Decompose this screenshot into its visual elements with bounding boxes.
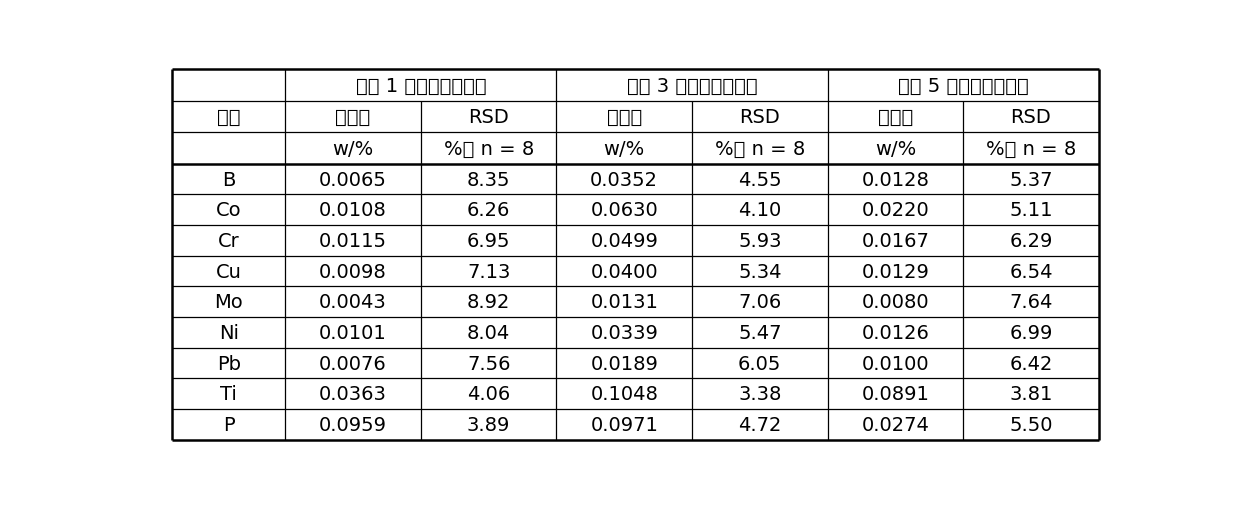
Text: 0.0959: 0.0959 bbox=[319, 415, 387, 434]
Text: 0.0400: 0.0400 bbox=[590, 262, 658, 281]
Text: Ti: Ti bbox=[221, 384, 237, 403]
Text: 8.04: 8.04 bbox=[467, 323, 511, 342]
Text: 0.0126: 0.0126 bbox=[862, 323, 929, 342]
Text: 测定値: 测定値 bbox=[606, 108, 642, 127]
Text: 0.0101: 0.0101 bbox=[319, 323, 387, 342]
Text: 0.0891: 0.0891 bbox=[862, 384, 929, 403]
Text: 0.0630: 0.0630 bbox=[590, 201, 658, 220]
Text: Co: Co bbox=[216, 201, 242, 220]
Text: 4.10: 4.10 bbox=[738, 201, 781, 220]
Text: 0.0128: 0.0128 bbox=[862, 170, 929, 189]
Text: 8.92: 8.92 bbox=[467, 292, 511, 312]
Text: 0.0274: 0.0274 bbox=[862, 415, 929, 434]
Text: 试样 5 号（硅铁合金）: 试样 5 号（硅铁合金） bbox=[898, 77, 1028, 95]
Text: 试样 3 号（锰铁合金）: 试样 3 号（锰铁合金） bbox=[626, 77, 758, 95]
Text: 6.26: 6.26 bbox=[467, 201, 511, 220]
Text: 8.35: 8.35 bbox=[467, 170, 511, 189]
Text: 0.0363: 0.0363 bbox=[319, 384, 387, 403]
Text: w/%: w/% bbox=[332, 139, 373, 158]
Text: 7.13: 7.13 bbox=[467, 262, 511, 281]
Text: 6.05: 6.05 bbox=[738, 354, 781, 373]
Text: 7.64: 7.64 bbox=[1009, 292, 1053, 312]
Text: 0.0115: 0.0115 bbox=[319, 231, 387, 250]
Text: %， n = 8: %， n = 8 bbox=[444, 139, 533, 158]
Text: 5.50: 5.50 bbox=[1009, 415, 1053, 434]
Text: 4.72: 4.72 bbox=[738, 415, 781, 434]
Text: 4.06: 4.06 bbox=[467, 384, 511, 403]
Text: 0.0129: 0.0129 bbox=[862, 262, 929, 281]
Text: 0.0108: 0.0108 bbox=[319, 201, 387, 220]
Text: 5.93: 5.93 bbox=[738, 231, 781, 250]
Text: 7.06: 7.06 bbox=[738, 292, 781, 312]
Text: w/%: w/% bbox=[604, 139, 645, 158]
Text: 测定値: 测定値 bbox=[336, 108, 371, 127]
Text: 0.0098: 0.0098 bbox=[319, 262, 387, 281]
Text: 6.99: 6.99 bbox=[1009, 323, 1053, 342]
Text: 6.42: 6.42 bbox=[1009, 354, 1053, 373]
Text: 0.0080: 0.0080 bbox=[862, 292, 929, 312]
Text: 0.0189: 0.0189 bbox=[590, 354, 658, 373]
Text: 0.0065: 0.0065 bbox=[319, 170, 387, 189]
Text: 测定値: 测定値 bbox=[878, 108, 913, 127]
Text: RSD: RSD bbox=[469, 108, 510, 127]
Text: B: B bbox=[222, 170, 236, 189]
Text: %， n = 8: %， n = 8 bbox=[986, 139, 1076, 158]
Text: 3.81: 3.81 bbox=[1009, 384, 1053, 403]
Text: 0.1048: 0.1048 bbox=[590, 384, 658, 403]
Text: 5.11: 5.11 bbox=[1009, 201, 1053, 220]
Text: 0.0131: 0.0131 bbox=[590, 292, 658, 312]
Text: 0.0167: 0.0167 bbox=[862, 231, 929, 250]
Text: 7.56: 7.56 bbox=[467, 354, 511, 373]
Text: Cu: Cu bbox=[216, 262, 242, 281]
Text: 4.55: 4.55 bbox=[738, 170, 781, 189]
Text: 0.0499: 0.0499 bbox=[590, 231, 658, 250]
Text: P: P bbox=[223, 415, 234, 434]
Text: 6.54: 6.54 bbox=[1009, 262, 1053, 281]
Text: RSD: RSD bbox=[739, 108, 780, 127]
Text: %， n = 8: %， n = 8 bbox=[714, 139, 805, 158]
Text: 3.38: 3.38 bbox=[738, 384, 781, 403]
Text: 3.89: 3.89 bbox=[467, 415, 511, 434]
Text: 0.0100: 0.0100 bbox=[862, 354, 929, 373]
Text: w/%: w/% bbox=[874, 139, 916, 158]
Text: Mo: Mo bbox=[215, 292, 243, 312]
Text: 5.34: 5.34 bbox=[738, 262, 781, 281]
Text: Cr: Cr bbox=[218, 231, 239, 250]
Text: 0.0339: 0.0339 bbox=[590, 323, 658, 342]
Text: 5.37: 5.37 bbox=[1009, 170, 1053, 189]
Text: 0.0971: 0.0971 bbox=[590, 415, 658, 434]
Text: 元素: 元素 bbox=[217, 108, 241, 127]
Text: 0.0220: 0.0220 bbox=[862, 201, 929, 220]
Text: Ni: Ni bbox=[218, 323, 239, 342]
Text: 5.47: 5.47 bbox=[738, 323, 781, 342]
Text: 0.0076: 0.0076 bbox=[319, 354, 387, 373]
Text: 0.0352: 0.0352 bbox=[590, 170, 658, 189]
Text: 0.0043: 0.0043 bbox=[319, 292, 387, 312]
Text: 试样 1 号（硅锰合金）: 试样 1 号（硅锰合金） bbox=[356, 77, 486, 95]
Text: Pb: Pb bbox=[217, 354, 241, 373]
Text: 6.29: 6.29 bbox=[1009, 231, 1053, 250]
Text: RSD: RSD bbox=[1011, 108, 1052, 127]
Text: 6.95: 6.95 bbox=[467, 231, 511, 250]
